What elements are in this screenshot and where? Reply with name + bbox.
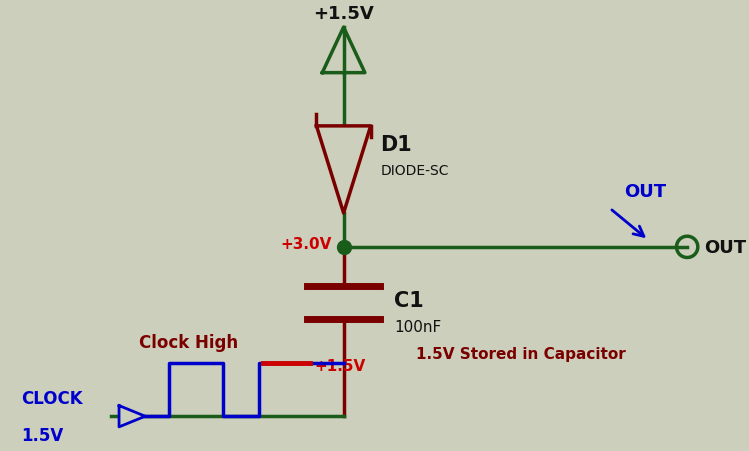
Text: D1: D1 bbox=[380, 134, 412, 154]
Text: 1.5V Stored in Capacitor: 1.5V Stored in Capacitor bbox=[416, 346, 626, 361]
Text: OUT: OUT bbox=[705, 238, 747, 256]
Polygon shape bbox=[322, 28, 365, 74]
Polygon shape bbox=[119, 406, 145, 427]
Text: +1.5V: +1.5V bbox=[315, 359, 366, 373]
Text: OUT: OUT bbox=[624, 183, 667, 201]
Polygon shape bbox=[317, 127, 371, 213]
Text: +1.5V: +1.5V bbox=[313, 5, 374, 23]
Text: +3.0V: +3.0V bbox=[281, 237, 332, 252]
Text: CLOCK: CLOCK bbox=[21, 389, 83, 407]
Text: 1.5V: 1.5V bbox=[21, 426, 64, 444]
Text: DIODE-SC: DIODE-SC bbox=[380, 163, 449, 177]
Text: Clock High: Clock High bbox=[139, 334, 238, 352]
Text: 100nF: 100nF bbox=[394, 320, 441, 335]
Text: C1: C1 bbox=[394, 291, 424, 311]
